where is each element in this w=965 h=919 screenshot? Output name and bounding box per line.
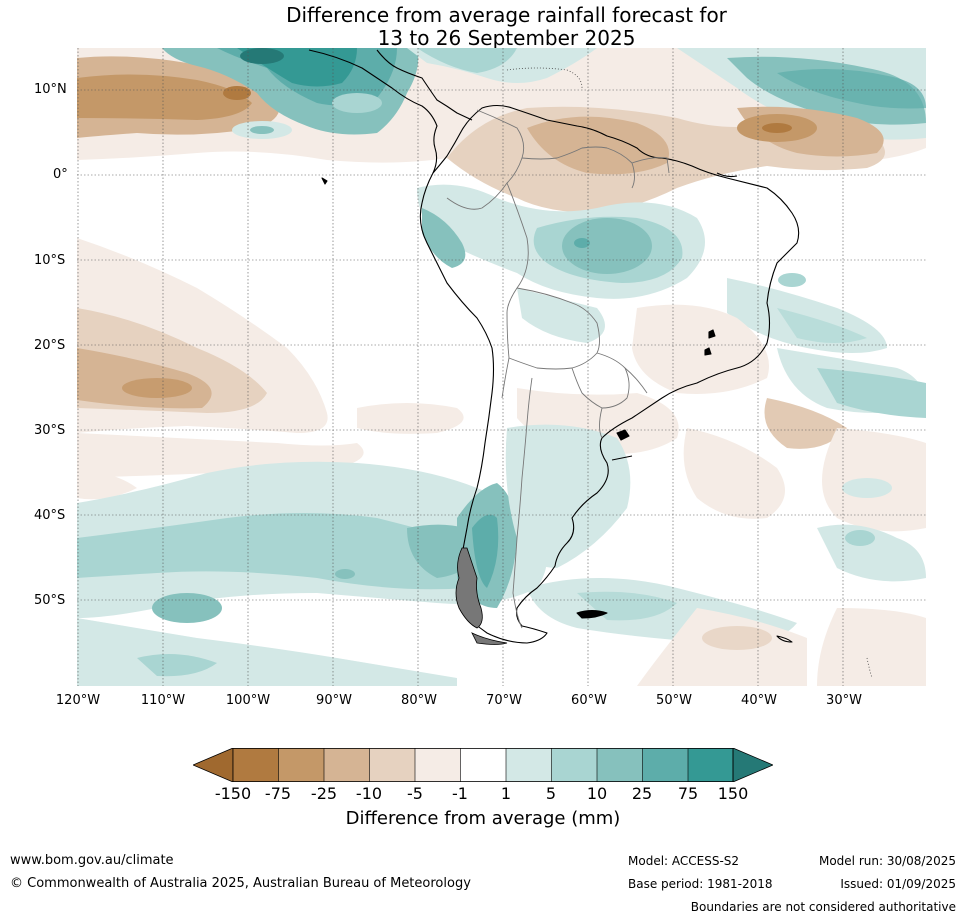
lon-label-120w: 120°W [55, 693, 101, 708]
dry-north-left-core [77, 74, 252, 120]
lon-label-80w: 80°W [401, 693, 437, 708]
lat-label-50s: 50°S [34, 593, 66, 608]
colorbar-tick: 1 [500, 784, 512, 803]
pacific-dry [77, 238, 464, 478]
base-period: Base period: 1981-2018 [628, 877, 773, 891]
colorbar-extend-dry [193, 748, 234, 782]
colorbar-tick: -25 [310, 784, 338, 803]
colorbar-tick: 10 [586, 784, 608, 803]
lat-label-30s: 30°S [34, 423, 66, 438]
colorbar-tick: 5 [545, 784, 557, 803]
colorbar-tick: 25 [631, 784, 653, 803]
colorbar-tick: -75 [264, 784, 292, 803]
colorbar-segment-dry-25 [278, 748, 324, 782]
lon-label-110w: 110°W [140, 693, 186, 708]
lon-label-90w: 90°W [316, 693, 352, 708]
caribbean-islands [506, 67, 873, 679]
lon-label-30w: 30°W [826, 693, 862, 708]
lon-label-100w: 100°W [225, 693, 271, 708]
rainfall-map [77, 48, 926, 686]
colorbar-tick: -10 [355, 784, 383, 803]
colorbar-segment-wet-5 [551, 748, 597, 782]
colorbar-segment-neutral [460, 748, 506, 782]
colorbar-tick: 75 [677, 784, 699, 803]
south-america-coast [419, 104, 800, 644]
lat-label-20s: 20°S [34, 338, 66, 353]
lat-label-40s: 40°S [34, 508, 66, 523]
colorbar-segment-dry-1 [415, 748, 461, 782]
patagonia-fjords [455, 547, 508, 645]
colorbar-segment-dry-5 [369, 748, 415, 782]
lat-label-10s: 10°S [34, 253, 66, 268]
colorbar-segment-wet-25 [642, 748, 688, 782]
graticule [77, 48, 926, 686]
amazon-wet [417, 184, 806, 343]
lon-label-50w: 50°W [656, 693, 692, 708]
colorbar-segment-wet-75 [688, 748, 733, 782]
colorbar-segment-dry-75 [233, 748, 279, 782]
lat-label-0: 0° [53, 167, 68, 182]
colorbar-segment-wet-1 [506, 748, 552, 782]
colorbar-segment-dry-10 [324, 748, 370, 782]
issued-date: Issued: 01/09/2025 [840, 877, 956, 891]
colorbar-extend-wet [732, 748, 773, 782]
lat-label-10n: 10°N [34, 82, 67, 97]
model-run-date: Model run: 30/08/2025 [818, 854, 956, 868]
colorbar-tick: -150 [214, 784, 252, 803]
central-america-coast [308, 49, 473, 174]
colorbar-tick: -5 [407, 784, 423, 803]
colorbar-segment-wet-10 [597, 748, 643, 782]
map-title: Difference from average rainfall forecas… [0, 4, 965, 50]
northern-band [77, 48, 926, 213]
colorbar-tick: 150 [717, 784, 749, 803]
copyright-text: © Commonwealth of Australia 2025, Austra… [10, 876, 471, 891]
rainfall-map-svg [77, 48, 926, 686]
title-line-2: 13 to 26 September 2025 [377, 26, 636, 50]
colorbar-label: Difference from average (mm) [345, 808, 621, 829]
title-line-1: Difference from average rainfall forecas… [286, 3, 727, 27]
coastlines [308, 49, 800, 644]
colorbar [193, 748, 773, 782]
lon-label-70w: 70°W [486, 693, 522, 708]
colorbar-tick: -1 [452, 784, 468, 803]
model-name: Model: ACCESS-S2 [628, 854, 740, 868]
country-borders [446, 109, 670, 629]
lon-label-60w: 60°W [571, 693, 607, 708]
boundaries-disclaimer: Boundaries are not considered authoritat… [690, 900, 956, 914]
website-link[interactable]: www.bom.gov.au/climate [10, 853, 174, 868]
lon-label-40w: 40°W [741, 693, 777, 708]
